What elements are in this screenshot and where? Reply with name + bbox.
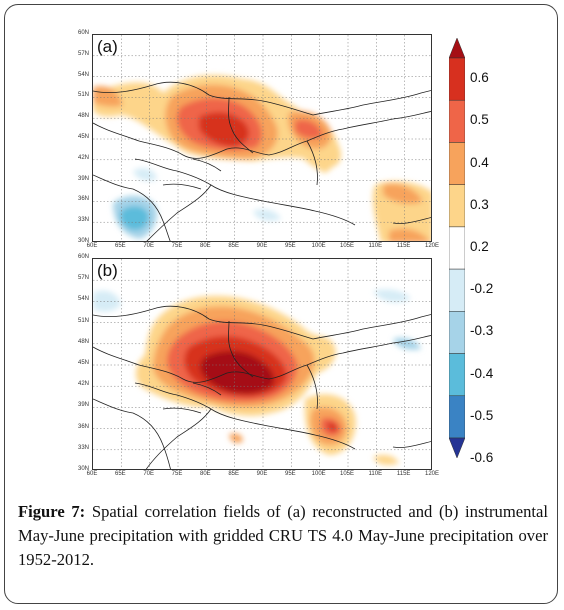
field-b07 (200, 351, 275, 394)
colorbar-label: -0.2 (470, 281, 494, 297)
lat-tick-label: 54N (77, 296, 89, 303)
lon-tick-label: 110E (368, 471, 383, 477)
map-b-gridlines (93, 259, 431, 469)
colorbar-top-arrow (449, 38, 465, 59)
lon-tick-label: 110E (368, 243, 383, 249)
colorbar-label: -0.4 (470, 365, 494, 381)
field-neg-b (120, 206, 149, 231)
map-panel-a: (a) (92, 34, 432, 242)
lon-tick-label: 60E (86, 243, 98, 249)
field-neg-d (253, 209, 281, 221)
field-05b (295, 119, 323, 139)
colorbar-segment (449, 226, 465, 270)
map-b-field (93, 259, 431, 469)
lon-tick-label: 95E (284, 471, 296, 477)
colorbar-label: 0.2 (470, 239, 489, 254)
lat-tick-label: 45N (77, 360, 89, 366)
lat-tick-label: 36N (77, 423, 89, 430)
lon-tick-label: 60E (86, 471, 98, 477)
lat-tick-label: 33N (77, 217, 89, 224)
lon-tick-label: 70E (143, 471, 154, 477)
colorbar-label: -0.5 (470, 407, 494, 423)
colorbar (449, 38, 465, 458)
lon-tick-label: 100E (311, 243, 326, 249)
lat-tick-label: 57N (77, 275, 89, 282)
field-04d (389, 228, 430, 241)
lat-tick-label: 36N (77, 196, 89, 203)
lat-tick-label: 39N (77, 175, 89, 182)
lon-tick-label: 115E (396, 471, 411, 477)
lat-tick-label: 51N (77, 92, 89, 99)
lat-tick-label: 51N (77, 317, 89, 324)
map-a-field (93, 35, 431, 241)
field-b04c (229, 433, 243, 443)
lon-tick-label: 100E (311, 471, 326, 477)
colorbar-label: -0.6 (470, 450, 494, 466)
lat-tick-label: 30N (77, 238, 89, 244)
colorbar-segment (449, 184, 465, 228)
lat-tick-label: 48N (77, 113, 89, 120)
lat-tick-label: 42N (77, 154, 89, 161)
colorbar-segment (449, 99, 465, 143)
lat-tick-label: 33N (77, 444, 89, 451)
figure-caption: Figure 7: Spatial correlation fields of … (18, 500, 548, 572)
lat-tick-label: 39N (77, 402, 89, 409)
panel-label-a: (a) (97, 37, 118, 56)
colorbar-label: 0.5 (470, 112, 489, 128)
lon-tick-label: 90E (256, 471, 268, 477)
colorbar-label: 0.4 (470, 154, 489, 170)
panel-label-b: (b) (97, 261, 118, 280)
field-neg-f (373, 289, 411, 303)
field-04c (383, 183, 423, 204)
caption-text: Spatial correlation fields of (a) recons… (18, 502, 548, 569)
lon-tick-label: 80E (199, 243, 211, 249)
field-neg-g (393, 337, 421, 350)
lat-tick-label: 42N (77, 381, 89, 388)
lat-tick-label: 30N (77, 466, 89, 472)
colorbar-segment (449, 268, 465, 312)
colorbar-label: 0.6 (470, 70, 489, 86)
lon-tick-label: 85E (228, 471, 239, 477)
map-panel-b: (b) (92, 258, 432, 470)
lon-tick-label: 90E (256, 243, 268, 249)
lat-tick-label: 48N (77, 338, 89, 345)
colorbar-segment (449, 353, 465, 397)
lat-tick-label: 60N (77, 30, 89, 36)
field-neg-e (93, 290, 121, 312)
colorbar-segment (449, 57, 465, 101)
field-b06b (327, 422, 338, 432)
caption-label: Figure 7: (18, 502, 86, 521)
lat-tick-label: 57N (77, 50, 89, 57)
lon-tick-label: 80E (199, 471, 211, 477)
lon-tick-label: 70E (143, 243, 154, 249)
colorbar-segment (449, 311, 465, 354)
lon-tick-label: 95E (284, 243, 296, 249)
lat-tick-label: 54N (77, 71, 89, 78)
field-b03c (373, 455, 399, 465)
lat-tick-label: 60N (77, 254, 89, 260)
lon-tick-label: 120E (424, 471, 439, 477)
lon-tick-label: 75E (171, 243, 183, 249)
map-a-gridlines (93, 35, 431, 241)
colorbar-bottom-arrow (449, 437, 465, 458)
lon-tick-label: 105E (339, 471, 354, 477)
field-03d (93, 86, 123, 107)
lon-tick-label: 75E (171, 471, 183, 477)
map-b-borders (93, 305, 431, 469)
lon-tick-label: 65E (114, 243, 126, 249)
lon-tick-label: 85E (228, 243, 239, 249)
lon-tick-label: 65E (114, 471, 126, 477)
map-a-borders (93, 81, 431, 241)
colorbar-label: -0.3 (470, 323, 494, 339)
lon-tick-label: 120E (424, 243, 439, 249)
lat-tick-label: 45N (77, 134, 89, 140)
lon-tick-label: 115E (396, 243, 411, 249)
colorbar-segment (449, 142, 465, 185)
field-neg-c (133, 168, 157, 181)
colorbar-segment (449, 395, 465, 439)
lon-tick-label: 105E (339, 243, 354, 249)
colorbar-label: 0.3 (470, 196, 489, 212)
